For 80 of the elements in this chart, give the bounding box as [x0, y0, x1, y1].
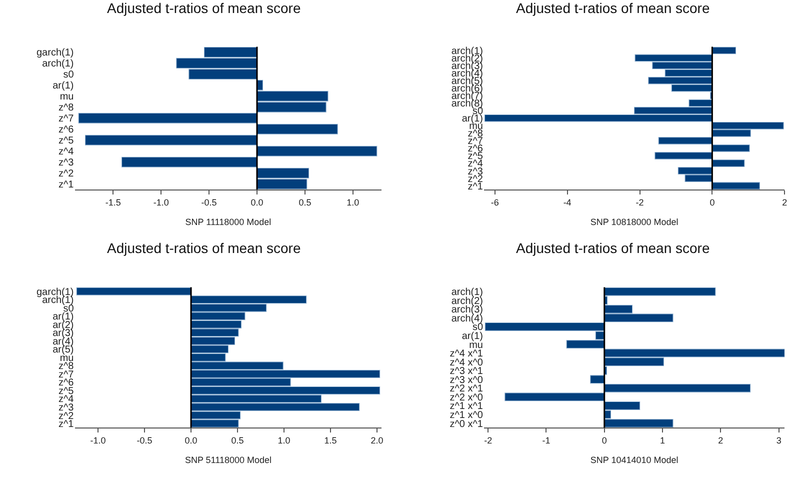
y-tick-label: z^0 x^1	[450, 418, 484, 430]
y-tick-label: arch(2)	[451, 296, 484, 307]
bar	[712, 46, 736, 54]
y-tick-label: z^1	[58, 419, 74, 430]
chart-title: Adjusted t-ratios of mean score	[516, 0, 710, 16]
y-tick-label: z^1	[58, 180, 74, 191]
bar	[712, 182, 760, 190]
x-axis-title: SNP 51118000 Model	[184, 455, 272, 466]
x-tick-label: -4	[563, 197, 572, 208]
y-tick-label: ar(5)	[52, 344, 74, 356]
bar	[590, 375, 605, 384]
y-tick-label: z^2 x^0	[450, 392, 484, 404]
x-tick-label: 1.5	[324, 435, 337, 446]
y-tick-label: z^6	[58, 124, 74, 136]
x-tick-label: -2	[484, 435, 492, 446]
bar	[712, 144, 750, 152]
x-tick-label: -2	[636, 197, 644, 208]
x-tick-label: -6	[490, 197, 499, 208]
y-tick-label: z^3	[58, 402, 74, 414]
y-tick-label: z^4 x^1	[450, 348, 484, 360]
x-tick-label: 0	[710, 197, 715, 208]
x-tick-label: 2	[718, 435, 724, 446]
y-tick-label: ar(1)	[462, 330, 484, 342]
y-tick-label: z^1	[468, 181, 484, 192]
x-tick-label: 0	[602, 435, 607, 446]
y-tick-label: z^5	[58, 136, 74, 147]
x-tick-label: 0.0	[184, 435, 198, 446]
y-tick-label: arch(1)	[42, 58, 74, 70]
x-tick-label: 0.0	[250, 197, 264, 208]
bar	[712, 160, 745, 167]
y-tick-label: z^4	[58, 146, 74, 158]
y-tick-label: z^3	[58, 158, 74, 169]
x-tick-label: -0.5	[136, 435, 152, 446]
bar	[256, 124, 338, 134]
x-tick-label: 2	[782, 197, 788, 208]
x-axis-title: SNP 10414010 Model	[590, 455, 678, 466]
x-tick-label: 1.0	[278, 435, 290, 446]
x-tick-label: 2.0	[370, 435, 384, 446]
chart-title: Adjusted t-ratios of mean score	[516, 240, 710, 256]
y-tick-label: garch(1)	[36, 48, 74, 59]
bar	[504, 392, 605, 402]
y-tick-label: s0	[63, 70, 74, 81]
bar	[121, 156, 258, 168]
y-tick-label: mu	[60, 92, 74, 103]
x-tick-label: -1.0	[153, 197, 169, 208]
y-tick-label: arch(1)	[42, 295, 74, 306]
x-axis-title: SNP 11118000 Model	[185, 217, 272, 228]
x-tick-label: 3	[776, 435, 782, 446]
chart-title: Adjusted t-ratios of mean score	[107, 0, 301, 16]
x-tick-label: -1.0	[90, 435, 106, 446]
y-tick-label: z^2 x^1	[450, 384, 484, 395]
y-tick-label: ar(1)	[52, 80, 74, 92]
x-tick-label: -1	[542, 435, 550, 446]
y-tick-label: arch(4)	[451, 313, 484, 324]
x-tick-label: 0.5	[231, 435, 244, 446]
bar	[658, 136, 712, 144]
y-tick-label: z^2	[58, 168, 74, 180]
x-tick-label: 0.5	[298, 197, 312, 208]
y-tick-label: z^1 x^1	[450, 401, 484, 412]
bar	[76, 287, 192, 296]
bar	[78, 112, 258, 124]
y-tick-label: arch(3)	[451, 304, 484, 316]
y-tick-label: z^4 x^0	[450, 357, 484, 368]
x-tick-label: 1.0	[346, 197, 360, 208]
y-tick-label: z^3 x^1	[450, 366, 484, 378]
y-tick-label: z^1 x^0	[450, 410, 484, 421]
bar	[654, 152, 712, 160]
y-tick-label: z^8	[58, 102, 74, 114]
x-tick-label: -0.5	[201, 197, 217, 208]
bar	[85, 134, 258, 146]
y-tick-label: z^7	[58, 114, 74, 125]
x-axis-title: SNP 10818000 Model	[590, 217, 678, 228]
chart-title: Adjusted t-ratios of mean score	[107, 240, 301, 256]
bar	[256, 146, 378, 156]
x-tick-label: 1	[660, 435, 666, 446]
x-tick-label: -1.5	[105, 197, 121, 208]
bar	[604, 384, 751, 392]
y-tick-label: garch(1)	[36, 286, 74, 298]
y-tick-label: arch(1)	[451, 287, 484, 298]
y-tick-label: z^3 x^0	[450, 374, 484, 386]
